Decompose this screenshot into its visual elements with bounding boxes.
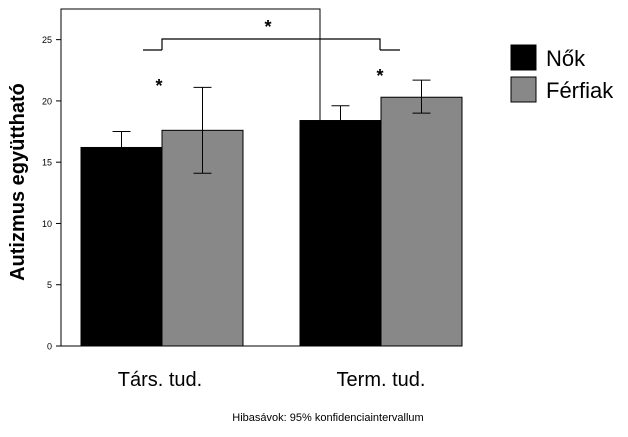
x-tick-label-tars-tud: Társ. tud. [118, 369, 202, 391]
y-axis: 0 5 10 15 20 25 [42, 35, 61, 352]
annotations-layer: * * * [143, 17, 400, 96]
legend-label-ferfiak: Férfiak [546, 78, 614, 103]
legend-label-nok: Nők [546, 46, 586, 71]
bar-ferfiak-1 [380, 96, 463, 347]
legend-swatch-ferfiak [510, 76, 537, 103]
bar-nok-1 [299, 120, 382, 347]
error-bar [412, 79, 431, 114]
legend: Nők Férfiak [510, 44, 614, 103]
bar-nok-0 [80, 146, 163, 347]
y-axis-label: Autizmus együttható [7, 83, 29, 281]
legend-swatch-nok [510, 44, 537, 71]
significance-bracket [143, 38, 400, 51]
significance-star-between: * [264, 17, 271, 37]
y-tick-label: 10 [42, 219, 52, 229]
x-tick-label-term-tud: Term. tud. [337, 369, 426, 391]
error-bar [331, 105, 350, 135]
error-bar [112, 131, 131, 163]
significance-star-tars-tud: * [155, 76, 162, 96]
y-tick-label: 20 [42, 96, 52, 106]
footnote-error-bars: Hibasávok: 95% konfidenciaintervallum [232, 412, 423, 424]
y-tick-label: 5 [47, 280, 52, 290]
bars-layer [80, 79, 463, 347]
significance-star-term-tud: * [376, 66, 383, 86]
y-tick-label: 25 [42, 35, 52, 45]
error-bar [193, 86, 212, 174]
y-tick-label: 0 [47, 342, 52, 352]
y-tick-label: 15 [42, 158, 52, 168]
